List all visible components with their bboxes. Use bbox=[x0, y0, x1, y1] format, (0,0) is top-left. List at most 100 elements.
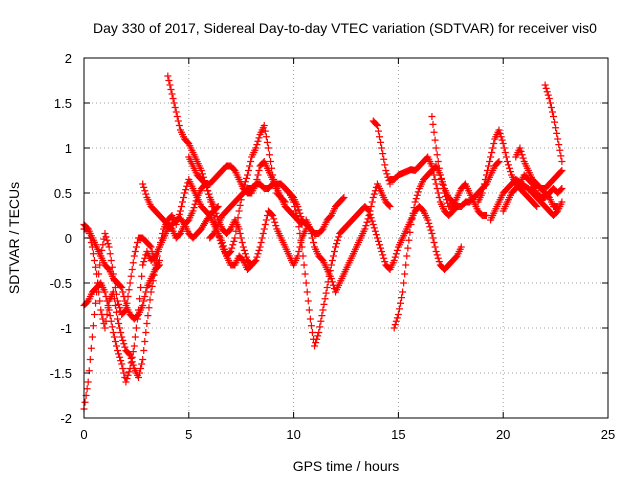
data-point bbox=[379, 150, 387, 158]
data-point bbox=[393, 314, 401, 322]
data-point bbox=[497, 133, 505, 141]
data-point bbox=[171, 104, 179, 111]
data-point bbox=[112, 308, 120, 316]
data-point bbox=[238, 239, 246, 246]
y-tick-label: 1.5 bbox=[54, 96, 72, 111]
data-point bbox=[81, 398, 89, 406]
data-point bbox=[480, 180, 488, 188]
data-point bbox=[364, 206, 372, 214]
data-point bbox=[129, 259, 137, 267]
data-point bbox=[320, 300, 328, 308]
data-point bbox=[308, 329, 316, 336]
data-point bbox=[272, 222, 280, 230]
data-point bbox=[312, 339, 320, 347]
data-point bbox=[432, 144, 440, 152]
x-tick-label: 10 bbox=[286, 427, 300, 442]
data-point bbox=[402, 261, 410, 269]
data-point bbox=[371, 227, 379, 235]
data-point bbox=[237, 234, 245, 242]
data-point bbox=[136, 295, 144, 303]
data-point bbox=[555, 141, 563, 149]
series-sat-i bbox=[281, 185, 348, 350]
data-point bbox=[429, 120, 437, 128]
data-point bbox=[481, 176, 489, 183]
data-point bbox=[116, 324, 124, 332]
data-point bbox=[290, 198, 298, 206]
data-point bbox=[374, 127, 382, 135]
data-point bbox=[379, 251, 387, 259]
data-point bbox=[321, 295, 329, 303]
data-point bbox=[403, 252, 411, 260]
series-sat-f bbox=[164, 72, 310, 269]
data-point bbox=[441, 189, 449, 197]
data-point bbox=[295, 223, 303, 231]
data-point bbox=[542, 84, 550, 92]
series-sat-t bbox=[541, 81, 566, 165]
data-point bbox=[101, 230, 109, 237]
data-point bbox=[227, 248, 235, 255]
data-point bbox=[212, 209, 220, 217]
data-point bbox=[482, 212, 490, 219]
data-point bbox=[442, 192, 450, 200]
data-point bbox=[300, 261, 308, 269]
data-point bbox=[172, 108, 180, 116]
data-point bbox=[327, 261, 335, 269]
data-point bbox=[102, 233, 110, 241]
data-point bbox=[131, 333, 139, 341]
data-point bbox=[551, 118, 559, 126]
data-point bbox=[413, 191, 421, 199]
data-point bbox=[140, 183, 148, 191]
data-point bbox=[143, 320, 151, 327]
data-point bbox=[142, 190, 150, 198]
data-point bbox=[145, 304, 153, 312]
data-point bbox=[412, 195, 420, 203]
data-point bbox=[137, 284, 145, 291]
data-point bbox=[301, 270, 309, 278]
data-point bbox=[308, 234, 316, 242]
data-point bbox=[544, 91, 552, 99]
data-point bbox=[554, 203, 562, 210]
data-point bbox=[179, 198, 187, 206]
x-tick-label: 5 bbox=[185, 427, 192, 442]
data-point bbox=[211, 206, 219, 214]
y-tick-label: 1 bbox=[65, 141, 72, 156]
data-point bbox=[368, 217, 376, 225]
data-point bbox=[377, 138, 385, 146]
data-point bbox=[93, 270, 101, 278]
data-point bbox=[496, 129, 504, 137]
data-point bbox=[428, 162, 436, 170]
data-point bbox=[395, 305, 403, 313]
data-point bbox=[435, 164, 443, 172]
data-point bbox=[175, 122, 183, 129]
data-point bbox=[557, 168, 565, 176]
data-point bbox=[399, 288, 407, 296]
data-point bbox=[426, 223, 434, 231]
data-point bbox=[216, 236, 224, 244]
data-point bbox=[119, 365, 127, 372]
data-point bbox=[327, 275, 335, 282]
data-point bbox=[363, 218, 371, 226]
data-point bbox=[125, 368, 133, 376]
series-sat-u bbox=[529, 167, 566, 192]
data-point bbox=[191, 200, 199, 208]
data-point bbox=[372, 120, 380, 128]
data-point bbox=[255, 134, 263, 142]
data-point bbox=[120, 369, 128, 377]
data-point bbox=[366, 210, 374, 218]
data-point bbox=[129, 348, 137, 356]
data-point bbox=[269, 212, 277, 219]
data-point bbox=[390, 324, 398, 332]
data-point bbox=[305, 306, 313, 314]
data-point bbox=[400, 279, 408, 287]
data-point bbox=[103, 236, 111, 244]
data-point bbox=[133, 239, 141, 246]
data-point bbox=[297, 236, 305, 244]
data-point bbox=[374, 237, 382, 245]
data-point bbox=[457, 243, 465, 251]
data-point bbox=[155, 257, 163, 264]
data-point bbox=[118, 333, 126, 341]
data-point bbox=[430, 171, 438, 179]
data-point bbox=[114, 347, 122, 354]
data-point bbox=[141, 293, 149, 300]
data-point bbox=[483, 167, 491, 174]
